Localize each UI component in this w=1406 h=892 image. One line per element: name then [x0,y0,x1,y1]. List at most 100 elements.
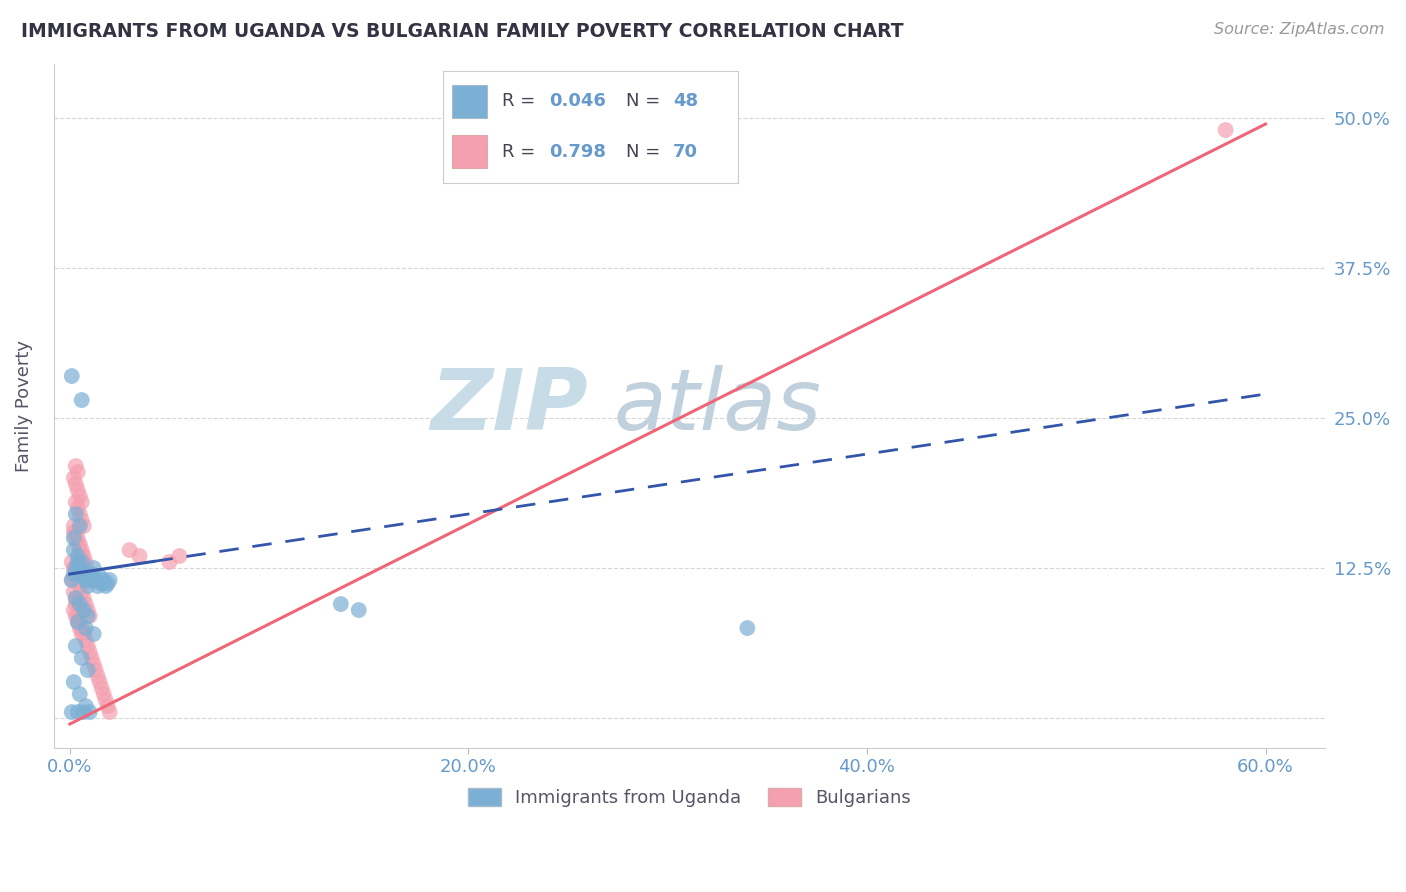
Text: N =: N = [626,93,666,111]
Point [66,615,89,629]
Point [75,699,97,714]
Point [1215,123,1237,137]
Point [69,621,91,635]
Point [76,663,98,677]
Text: IMMIGRANTS FROM UGANDA VS BULGARIAN FAMILY POVERTY CORRELATION CHART: IMMIGRANTS FROM UGANDA VS BULGARIAN FAMI… [21,22,904,41]
Point [69,603,91,617]
Text: 0.046: 0.046 [550,93,606,111]
Point [65,639,87,653]
Point [65,524,87,539]
Point [66,483,89,497]
Point [70,555,93,569]
Point [80,651,103,665]
Point [98,705,121,719]
Point [70,543,93,558]
Point [62,567,84,582]
Point [70,651,93,665]
Point [73,565,96,579]
Point [62,675,84,690]
Point [86,669,108,683]
Point [70,549,93,563]
Legend: Immigrants from Uganda, Bulgarians: Immigrants from Uganda, Bulgarians [461,780,918,814]
Point [97,699,120,714]
Point [118,543,141,558]
Point [90,576,112,591]
Point [128,549,150,563]
Point [83,657,105,671]
Point [65,495,87,509]
Point [79,645,101,659]
Point [62,531,84,545]
FancyBboxPatch shape [451,85,486,119]
Point [66,705,89,719]
Point [93,687,115,701]
Point [62,471,84,485]
Point [98,573,121,587]
Point [70,569,93,583]
Point [66,597,89,611]
Point [69,507,91,521]
Point [70,585,93,599]
Point [329,597,352,611]
Point [93,573,115,587]
Point [62,585,84,599]
Point [75,555,97,569]
Point [70,392,93,407]
Point [157,555,180,569]
Text: N =: N = [626,143,666,161]
Point [79,609,101,624]
Point [86,579,108,593]
Point [76,579,98,593]
Point [66,555,89,569]
Point [73,555,96,569]
Point [75,633,97,648]
Point [60,573,83,587]
Text: R =: R = [502,143,541,161]
Point [69,615,91,629]
Point [169,549,191,563]
Point [80,567,103,582]
Point [62,519,84,533]
Point [65,507,87,521]
Point [70,495,93,509]
Point [84,663,107,677]
Point [66,615,89,629]
Point [75,621,97,635]
Point [69,537,91,551]
Point [73,591,96,605]
Point [69,543,91,558]
Point [66,501,89,516]
Point [70,621,93,635]
Point [73,549,96,563]
Point [65,531,87,545]
Point [89,675,111,690]
Text: ZIP: ZIP [430,365,588,448]
Point [70,627,93,641]
Point [60,369,83,384]
Point [83,627,105,641]
Point [66,531,89,545]
Point [89,569,111,583]
Text: R =: R = [502,93,541,111]
Point [66,549,89,563]
Point [62,603,84,617]
Point [65,561,87,575]
Point [73,705,96,719]
Point [737,621,759,635]
Point [69,519,91,533]
Point [75,573,97,587]
Point [60,573,83,587]
Point [347,603,370,617]
Point [84,573,107,587]
Point [70,513,93,527]
Point [69,597,91,611]
Point [69,687,91,701]
Point [73,519,96,533]
Point [65,477,87,491]
Point [73,603,96,617]
Point [60,705,83,719]
Point [83,561,105,575]
Point [65,591,87,605]
Point [76,567,98,582]
Point [75,561,97,575]
